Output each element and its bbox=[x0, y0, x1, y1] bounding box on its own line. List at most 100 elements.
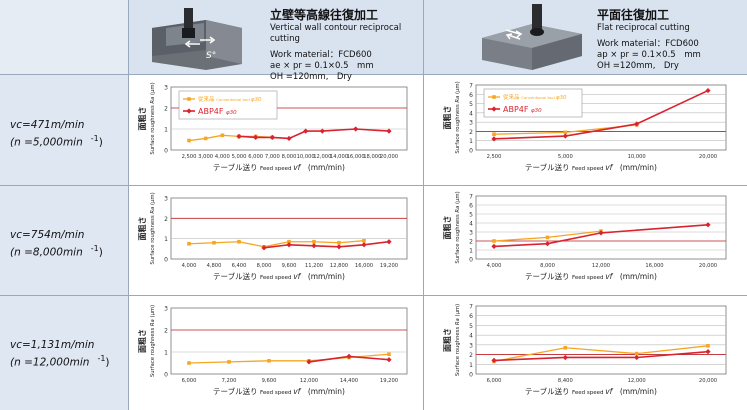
row-label-2: vc=754m/min (n =8,000min -1) bbox=[10, 228, 125, 260]
left-en-title: Vertical wall contour reciprocal cutting bbox=[270, 23, 402, 44]
x-tick-label: 12,800 bbox=[330, 263, 348, 269]
left-material: Work material：FCD600 bbox=[270, 50, 372, 60]
x-tick-label: 9,600 bbox=[282, 263, 297, 269]
x-label-unit: (mm/min) bbox=[308, 163, 345, 172]
data-point-conventional bbox=[387, 352, 391, 356]
series-line-abp4f bbox=[493, 350, 709, 362]
y-tick-label: 2 bbox=[469, 129, 473, 136]
row-2-unit: -1 bbox=[90, 244, 99, 253]
data-point-conventional bbox=[203, 136, 208, 141]
x-tick-label: 2,500 bbox=[487, 154, 502, 160]
data-point-abp4f bbox=[286, 242, 292, 248]
row-1-unit: -1 bbox=[90, 134, 99, 143]
x-label-var: vf bbox=[293, 163, 308, 172]
x-tick-label: 14,400 bbox=[340, 378, 358, 384]
y-label-en-text: Surface roughness bbox=[455, 325, 461, 376]
y-tick-label: 0 bbox=[469, 148, 473, 155]
data-point-conventional bbox=[220, 133, 225, 138]
x-tick-label: 9,600 bbox=[262, 378, 277, 384]
x-tick-label: 8,000 bbox=[257, 263, 272, 269]
x-tick-label: 5,000 bbox=[232, 154, 247, 160]
y-tick-label: 1 bbox=[469, 248, 473, 255]
y-label-en-text: Surface roughness bbox=[150, 214, 156, 265]
left-oh: OH =120mm, Dry bbox=[270, 72, 352, 82]
x-tick-label: 20,000 bbox=[380, 154, 398, 160]
x-tick-label: 12,000 bbox=[300, 378, 318, 384]
svg-text:S°: S° bbox=[206, 51, 216, 61]
y-tick-label: 1 bbox=[469, 138, 473, 145]
x-tick-label: 10,000 bbox=[297, 154, 315, 160]
legend-label-abp4f: ABP4F φ30 bbox=[198, 107, 237, 116]
data-point-abp4f bbox=[386, 239, 392, 245]
data-point-abp4f bbox=[261, 245, 267, 251]
y-tick-label: 0 bbox=[469, 372, 473, 379]
y-tick-label: 7 bbox=[469, 304, 473, 311]
x-tick-label: 4,000 bbox=[487, 263, 502, 269]
y-tick-label: 0 bbox=[469, 257, 473, 264]
series-line-abp4f bbox=[238, 128, 390, 140]
data-point-abp4f bbox=[236, 133, 242, 139]
x-tick-label: 4,800 bbox=[207, 263, 222, 269]
y-label-var: Ra bbox=[150, 317, 156, 326]
x-tick-label: 19,200 bbox=[380, 263, 398, 269]
x-label-en: Feed speed bbox=[572, 390, 605, 396]
chart-row3-right: 0 1 2 3 4 5 6 7 6,000 8,400 12,000 20,000 テーブル送り Fee… bbox=[442, 304, 727, 396]
row-3-n: (n =12,000min bbox=[10, 356, 90, 369]
y-axis-label: 面粗さ Surface roughness Ra (μm) bbox=[442, 304, 461, 376]
x-tick-label: 8,400 bbox=[558, 378, 573, 384]
y-tick-label: 1 bbox=[164, 350, 168, 357]
plot-area bbox=[475, 305, 727, 375]
y-label-var: Ra bbox=[455, 204, 461, 213]
x-tick-label: 16,000 bbox=[645, 263, 663, 269]
x-tick-label: 8,000 bbox=[282, 154, 297, 160]
legend-conv-jp: 従来品 bbox=[198, 95, 216, 103]
y-tick-label: 4 bbox=[469, 333, 473, 340]
y-tick-label: 1 bbox=[164, 236, 168, 243]
y-tick-label: 4 bbox=[469, 110, 473, 117]
legend-abp4f-name: ABP4F bbox=[198, 107, 226, 116]
data-point-abp4f bbox=[705, 222, 711, 228]
y-label-unit: (μm) bbox=[150, 192, 156, 205]
row-1-n: (n =5,000min bbox=[10, 136, 83, 149]
x-tick-label: 2,500 bbox=[182, 154, 197, 160]
y-label-unit: (μm) bbox=[150, 82, 156, 95]
data-point-conventional bbox=[634, 351, 639, 356]
x-label-unit: (mm/min) bbox=[308, 272, 345, 281]
x-axis-label: テーブル送り Feed speed vf (mm/min) bbox=[525, 271, 657, 281]
x-tick-label: 18,000 bbox=[363, 154, 381, 160]
legend-abp4f-name: ABP4F bbox=[503, 105, 531, 114]
x-tick-label: 20,000 bbox=[699, 154, 717, 160]
legend-label-conventional: 従来品 Conventional tool φ30 bbox=[198, 95, 262, 103]
x-label-en: Feed speed bbox=[572, 275, 605, 281]
data-point-conventional bbox=[563, 130, 568, 135]
data-point-conventional bbox=[237, 239, 241, 244]
x-label-jp: テーブル送り bbox=[525, 271, 572, 281]
x-label-en: Feed speed bbox=[260, 390, 293, 396]
row-3-close: ) bbox=[105, 356, 110, 369]
y-label-unit: (μm) bbox=[455, 191, 461, 204]
x-label-unit: (mm/min) bbox=[308, 387, 345, 396]
x-tick-label: 19,200 bbox=[380, 378, 398, 384]
plot-area bbox=[170, 307, 408, 375]
right-jp-title: 平面往復加工 bbox=[597, 8, 670, 22]
y-tick-label: 3 bbox=[164, 85, 168, 92]
y-tick-label: 7 bbox=[469, 194, 473, 201]
data-point-abp4f bbox=[705, 87, 711, 94]
series-line-conventional bbox=[188, 134, 273, 142]
data-point-abp4f bbox=[286, 135, 292, 142]
data-point-conventional bbox=[706, 344, 710, 348]
flat-cutting-illustration bbox=[482, 4, 582, 70]
x-label-var: vf bbox=[605, 387, 620, 396]
data-point-conventional bbox=[187, 138, 191, 143]
row-1-vc: vc=471m/min bbox=[10, 119, 85, 131]
y-label-en-text: Surface roughness bbox=[455, 213, 461, 264]
x-axis-label: テーブル送り Feed speed vf (mm/min) bbox=[525, 162, 657, 172]
x-tick-label: 10,000 bbox=[628, 154, 646, 160]
x-label-jp: テーブル送り bbox=[525, 162, 572, 172]
legend-box bbox=[483, 88, 583, 118]
row-label-column bbox=[0, 74, 128, 410]
header-left-text: 立壁等高線往復加工 Vertical wall contour reciproc… bbox=[270, 8, 420, 83]
y-label-var: Ra bbox=[150, 205, 156, 214]
data-point-abp4f bbox=[386, 128, 392, 134]
